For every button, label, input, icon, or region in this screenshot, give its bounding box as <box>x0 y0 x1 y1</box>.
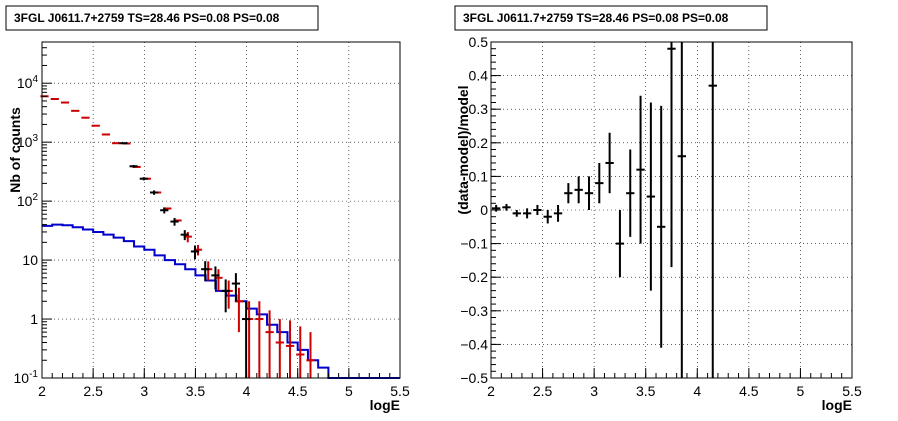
right-x-axis-label: logE <box>822 397 852 413</box>
right-title-box <box>454 5 768 31</box>
right-y-tick-label: 0.3 <box>469 101 489 117</box>
left-y-tick-label: 10 <box>22 252 38 268</box>
left-x-tick-label: 5.5 <box>390 383 410 399</box>
left-y-tick-exponent: -1 <box>29 369 38 380</box>
left-y-tick-exponent: 2 <box>32 192 38 203</box>
right-x-tick-label: 3 <box>590 383 598 399</box>
left-x-tick-label: 2 <box>38 383 46 399</box>
left-model-series <box>40 95 315 378</box>
left-background-step-line <box>42 223 400 379</box>
left-background-histogram <box>42 223 400 379</box>
right-y-tick-label: −0.4 <box>460 336 488 352</box>
left-x-tick-label: 3 <box>140 383 148 399</box>
right-y-tick-label: −0.3 <box>460 303 488 319</box>
left-x-tick-label: 2.5 <box>83 383 103 399</box>
right-ticks: 2 2.5 3 3.5 4 4.5 5 5.5 −0.5 −0.4 −0.3 −0.2 −0.1 0 0.1… <box>460 34 862 399</box>
right-y-axis-label: (data-model)/model <box>455 85 471 214</box>
right-y-tick-label: −0.2 <box>460 269 488 285</box>
right-x-tick-label: 2.5 <box>533 383 553 399</box>
left-x-tick-label: 4.5 <box>288 383 308 399</box>
right-y-tick-label: −0.5 <box>460 370 488 386</box>
right-x-tick-label: 4.5 <box>739 383 759 399</box>
left-title: 3FGL J0611.7+2759 TS=28.46 PS=0.08 PS=0.… <box>14 11 280 25</box>
left-panel: 3FGL J0611.7+2759 TS=28.46 PS=0.08 PS=0.… <box>5 5 410 413</box>
left-y-tick-label: 10-1 <box>14 369 39 386</box>
right-y-tick-label: 0.2 <box>469 135 489 151</box>
right-x-tick-label: 5.5 <box>842 383 862 399</box>
left-grid <box>42 42 400 378</box>
right-x-tick-label: 5 <box>797 383 805 399</box>
right-y-tick-label: 0.1 <box>469 168 489 184</box>
right-y-tick-label: −0.1 <box>460 236 488 252</box>
right-x-tick-label: 4 <box>693 383 701 399</box>
right-x-tick-label: 2 <box>487 383 495 399</box>
left-x-tick-label: 3.5 <box>186 383 206 399</box>
left-x-axis-label: logE <box>370 397 400 413</box>
left-x-tick-label: 4 <box>243 383 251 399</box>
right-residual-series <box>492 42 717 378</box>
left-y-tick-exponent: 4 <box>32 74 38 85</box>
left-y-tick-label: 104 <box>17 74 39 91</box>
left-x-tick-label: 5 <box>345 383 353 399</box>
right-x-tick-label: 3.5 <box>636 383 656 399</box>
left-y-tick-exponent: 3 <box>32 133 38 144</box>
right-y-tick-label: 0 <box>480 202 488 218</box>
left-y-tick-label: 1 <box>30 311 38 327</box>
left-y-tick-label: 102 <box>17 192 39 209</box>
left-y-axis-label: Nb of counts <box>7 107 23 193</box>
right-y-tick-label: 0.5 <box>469 34 489 50</box>
right-y-tick-label: 0.4 <box>469 68 489 84</box>
left-title-box <box>5 5 319 31</box>
right-panel: 3FGL J0611.7+2759 TS=28.46 PS=0.08 PS=0.… <box>454 5 862 413</box>
left-plot-frame <box>41 41 401 379</box>
right-title: 3FGL J0611.7+2759 TS=28.46 PS=0.08 PS=0.… <box>463 11 729 25</box>
left-data-series <box>119 142 251 378</box>
